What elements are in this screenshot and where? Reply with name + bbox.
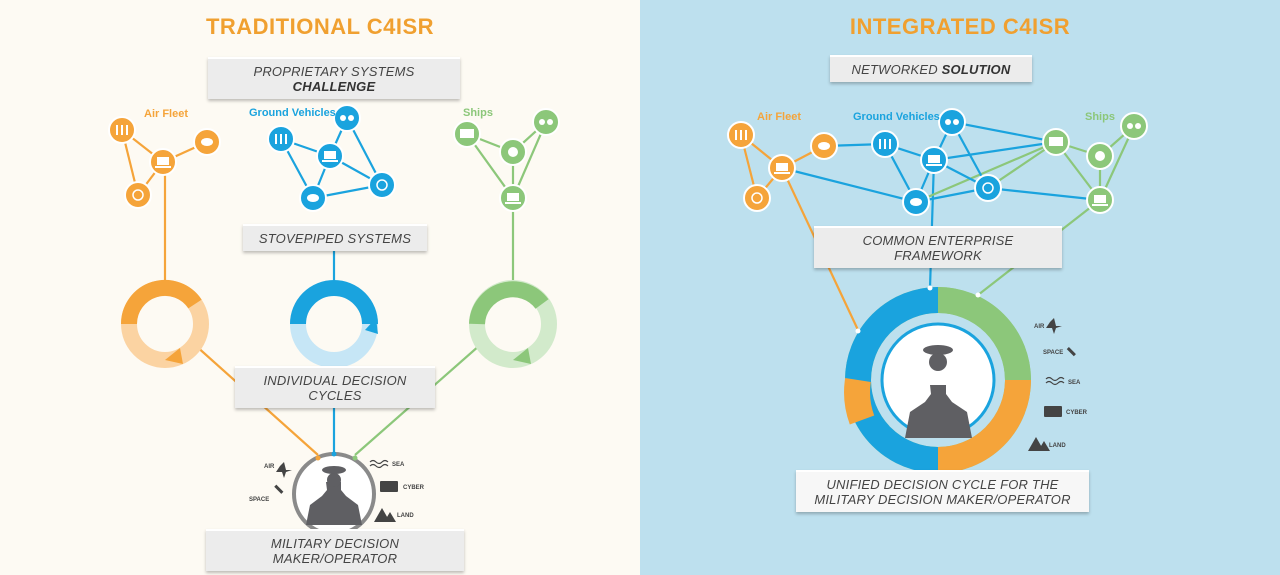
- stovepiped-systems-label: STOVEPIPED SYSTEMS: [243, 224, 427, 251]
- ground-to-cycle-line: [928, 159, 936, 289]
- ground-decision-cycle: [290, 280, 378, 368]
- air-decision-cycle: [120, 279, 209, 368]
- mountain-icon: [1028, 437, 1050, 451]
- waves-icon: [369, 459, 389, 469]
- target-icon: [368, 171, 396, 199]
- domain-sea-left: SEA: [392, 462, 405, 468]
- jet-icon: [276, 462, 292, 478]
- mountain-icon: [374, 508, 396, 522]
- proprietary-systems-label: PROPRIETARY SYSTEMS CHALLENGE: [208, 57, 460, 99]
- common-enterprise-framework-label: COMMON ENTERPRISE FRAMEWORK: [814, 226, 1062, 268]
- right-ground-vehicles-label: Ground Vehicles: [853, 111, 940, 123]
- satellite-icon: [1066, 347, 1076, 357]
- left-ground-vehicles-label: Ground Vehicles: [249, 107, 336, 119]
- binoculars-icon: [532, 108, 560, 136]
- domain-air-left: AIR: [264, 464, 275, 470]
- right-ships-label: Ships: [1085, 111, 1115, 123]
- unified-decision-cycle-label: UNIFIED DECISION CYCLE FOR THE MILITARY …: [796, 470, 1089, 512]
- right-air-fleet-label: Air Fleet: [757, 111, 801, 123]
- unified-line-2: MILITARY DECISION MAKER/OPERATOR: [814, 492, 1071, 507]
- target-icon: [124, 181, 152, 209]
- left-ships-label: Ships: [463, 107, 493, 119]
- keyboard-icon: [380, 481, 398, 492]
- traditional-title: TRADITIONAL C4ISR: [205, 14, 435, 39]
- domain-air-right: AIR: [1034, 324, 1045, 330]
- unified-decision-cycle: [844, 285, 1031, 473]
- domain-space-left: SPACE: [249, 497, 269, 503]
- domain-space-right: SPACE: [1043, 350, 1063, 356]
- operator-figure-left: [292, 451, 376, 536]
- domain-cyber-right: CYBER: [1066, 410, 1088, 416]
- domain-cyber-left: CYBER: [403, 485, 425, 491]
- ships-decision-cycle: [469, 280, 557, 368]
- individual-decision-cycles-label: INDIVIDUAL DECISION CYCLES: [235, 366, 435, 408]
- keyboard-icon: [1044, 406, 1062, 417]
- binoculars-icon: [1120, 112, 1148, 140]
- unified-line-1: UNIFIED DECISION CYCLE FOR THE: [826, 477, 1059, 492]
- networked-solution-label: NETWORKED SOLUTION: [830, 55, 1032, 82]
- domain-land-right: LAND: [1049, 443, 1066, 449]
- target-icon: [974, 174, 1002, 202]
- jet-icon: [1046, 318, 1062, 334]
- binoculars-icon: [938, 108, 966, 136]
- left-air-fleet-label: Air Fleet: [144, 108, 188, 120]
- target-icon: [743, 184, 771, 212]
- integrated-title: INTEGRATED C4ISR: [849, 14, 1071, 39]
- domain-sea-right: SEA: [1068, 380, 1081, 386]
- binoculars-icon: [333, 104, 361, 132]
- satellite-icon: [274, 484, 284, 494]
- military-decision-maker-label: MILITARY DECISION MAKER/OPERATOR: [206, 529, 464, 571]
- domain-land-left: LAND: [397, 513, 414, 519]
- waves-icon: [1045, 376, 1065, 386]
